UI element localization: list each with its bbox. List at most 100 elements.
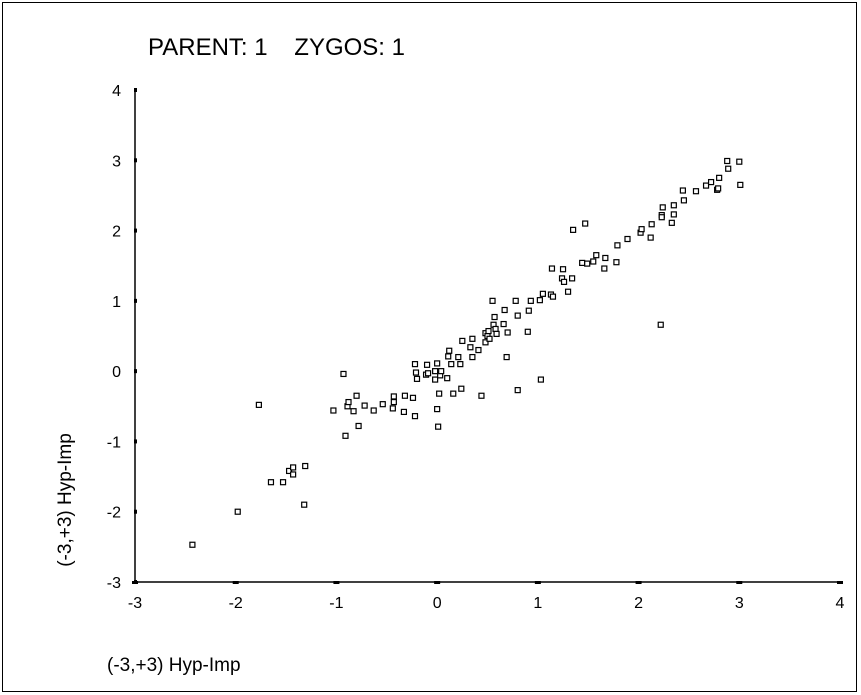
- data-point: [411, 413, 419, 420]
- data-point: [647, 234, 654, 241]
- data-point: [435, 423, 442, 430]
- data-point: [412, 369, 420, 376]
- data-point: [255, 401, 262, 408]
- data-point: [593, 252, 600, 259]
- data-point: [725, 165, 732, 172]
- data-point: [638, 226, 645, 233]
- data-point: [482, 339, 489, 346]
- data-point: [448, 361, 455, 368]
- data-point: [432, 368, 439, 375]
- data-point: [400, 408, 408, 416]
- data-point: [301, 501, 308, 508]
- data-point: [279, 479, 287, 486]
- x-tick-label: -3: [128, 595, 142, 612]
- x-tick-label: 4: [836, 595, 845, 612]
- data-point: [486, 335, 493, 342]
- title-zygos-label: ZYGOS:: [294, 34, 385, 61]
- data-point: [648, 221, 655, 228]
- data-point: [584, 260, 591, 267]
- data-point: [614, 242, 621, 249]
- data-point: [602, 254, 609, 262]
- data-point: [491, 313, 498, 321]
- data-point: [601, 265, 608, 272]
- data-point: [525, 307, 532, 314]
- data-point: [290, 464, 297, 471]
- data-point: [736, 158, 743, 165]
- x-tick-mark: [232, 581, 239, 584]
- data-point: [450, 390, 457, 397]
- data-point: [459, 337, 466, 345]
- data-point: [658, 214, 665, 221]
- x-tick-mark: [837, 581, 843, 584]
- data-point: [467, 344, 474, 351]
- data-point: [492, 325, 499, 333]
- data-point: [413, 375, 421, 382]
- data-point: [564, 288, 572, 295]
- data-point: [438, 368, 445, 375]
- data-point: [504, 329, 511, 336]
- data-point: [536, 297, 543, 304]
- y-tick-label: 3: [112, 153, 121, 170]
- data-point: [478, 392, 485, 399]
- data-point: [702, 182, 710, 189]
- y-tick-label: -1: [107, 434, 121, 451]
- data-point: [579, 259, 586, 267]
- data-point: [485, 327, 492, 335]
- data-point: [411, 361, 419, 368]
- y-tick-label: 0: [112, 364, 121, 381]
- data-point: [432, 376, 439, 383]
- data-point: [189, 541, 196, 548]
- data-point: [390, 398, 397, 406]
- y-tick-mark: [134, 439, 137, 444]
- data-point: [267, 479, 275, 486]
- data-point: [445, 353, 452, 360]
- title-parent-value: 1: [254, 34, 268, 61]
- data-point: [737, 181, 744, 188]
- data-point: [692, 188, 700, 195]
- data-point: [434, 405, 441, 413]
- x-tick-mark: [333, 581, 340, 584]
- data-point: [423, 361, 431, 368]
- data-point: [501, 306, 508, 314]
- data-point: [613, 259, 620, 266]
- data-point: [379, 401, 386, 408]
- y-tick-label: 4: [112, 83, 121, 100]
- title-parent-label: PARENT:: [148, 34, 248, 61]
- data-point: [436, 390, 443, 397]
- y-tick-label: -2: [107, 505, 121, 522]
- x-axis-label: (-3,+3) Hyp-Imp: [107, 655, 241, 676]
- x-tick-mark: [534, 581, 541, 584]
- title-zygos-value: 1: [391, 34, 405, 61]
- data-point: [302, 462, 309, 470]
- data-point: [670, 211, 677, 218]
- data-point: [345, 398, 352, 406]
- y-tick-mark: [134, 298, 137, 303]
- data-point: [493, 330, 500, 337]
- data-point: [724, 157, 731, 165]
- y-tick-label: 1: [112, 294, 121, 311]
- data-point: [707, 178, 715, 186]
- data-point: [659, 204, 666, 211]
- data-point: [370, 407, 377, 414]
- data-point: [389, 405, 396, 412]
- x-tick-label: 0: [433, 595, 442, 612]
- x-tick-mark: [132, 581, 138, 584]
- data-point: [559, 266, 567, 273]
- data-point: [539, 290, 546, 297]
- data-point: [582, 220, 589, 227]
- data-point: [716, 174, 723, 181]
- data-point: [290, 471, 297, 478]
- data-point: [680, 197, 687, 204]
- data-point: [514, 387, 521, 394]
- data-point: [434, 360, 441, 367]
- data-point: [424, 370, 432, 377]
- x-tick-mark: [736, 581, 743, 584]
- x-tick-label: 3: [735, 595, 744, 612]
- data-point: [679, 187, 686, 194]
- data-point: [590, 258, 597, 265]
- data-point: [469, 335, 476, 342]
- data-point: [537, 376, 544, 383]
- data-point: [342, 432, 349, 439]
